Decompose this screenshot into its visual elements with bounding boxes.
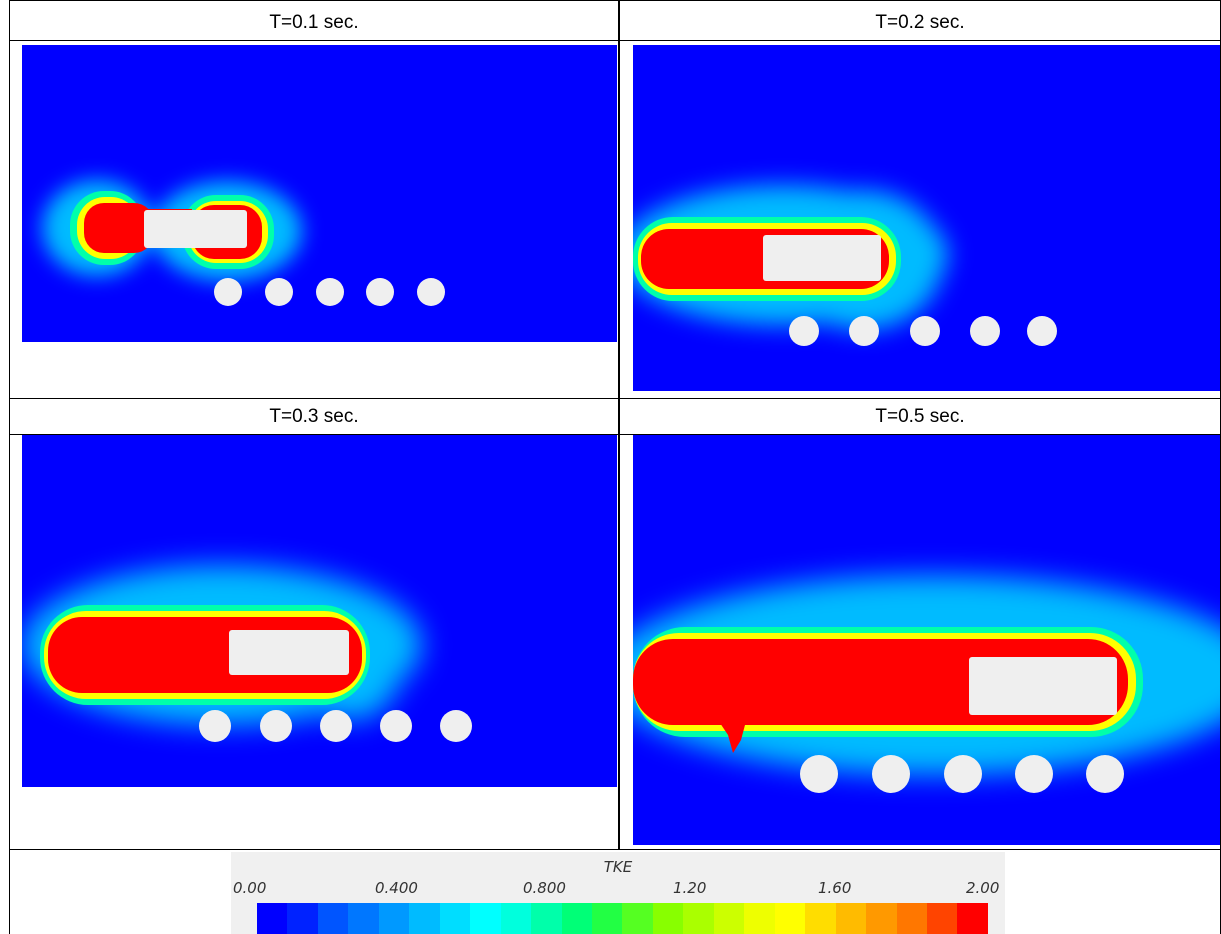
tke-field-plot-3 (22, 435, 617, 787)
colorbar-swatch (835, 903, 867, 934)
colorbar-tick-4: 1.60 (818, 879, 852, 897)
tke-field-plot-2 (633, 45, 1220, 391)
colorbar-swatch (439, 903, 471, 934)
colorbar-swatch (683, 903, 714, 934)
colorbar-swatch (317, 903, 349, 934)
colorbar-title: TKE (603, 858, 633, 876)
colorbar-swatch (348, 903, 379, 934)
colorbar-swatch (591, 903, 623, 934)
colorbar-swatch (744, 903, 775, 934)
colorbar-tick-0: 0.00 (233, 879, 267, 897)
colorbar-swatch (409, 903, 440, 934)
colorbar-swatch (774, 903, 806, 934)
table-border-top (9, 0, 1221, 1)
table-border-row1-bottom (9, 398, 1221, 399)
colorbar-swatch (257, 903, 288, 934)
colorbar-swatch (561, 903, 592, 934)
panel-caption-3: T=0.3 sec. (269, 406, 359, 427)
colorbar-swatch (866, 903, 897, 934)
tke-field-plot-4 (633, 435, 1220, 845)
table-border-middle (618, 0, 620, 850)
colorbar-tick-3: 1.20 (673, 879, 707, 897)
colorbar-tick-5: 2.00 (966, 879, 1000, 897)
panel-caption-4: T=0.5 sec. (875, 406, 965, 427)
table-border-row2-header (9, 434, 1221, 435)
colorbar-tick-1: 0.400 (375, 879, 418, 897)
panel-caption-1: T=0.1 sec. (269, 12, 359, 33)
colorbar-swatch (713, 903, 745, 934)
table-border-row1-header (9, 40, 1221, 41)
table-border-row2-bottom (9, 849, 1221, 850)
colorbar-swatch (500, 903, 532, 934)
colorbar-gradient (257, 903, 988, 934)
colorbar-swatch (652, 903, 684, 934)
colorbar-swatch (531, 903, 562, 934)
colorbar-swatch (287, 903, 318, 934)
colorbar-swatch (896, 903, 927, 934)
colorbar-swatch (805, 903, 836, 934)
tke-field-plot-1 (22, 45, 617, 342)
colorbar-swatch (926, 903, 958, 934)
colorbar-tick-2: 0.800 (523, 879, 566, 897)
colorbar-swatch (957, 903, 988, 934)
table-border-left (9, 0, 10, 934)
colorbar-swatch (470, 903, 501, 934)
panel-caption-2: T=0.2 sec. (875, 12, 965, 33)
colorbar-swatch (622, 903, 653, 934)
colorbar-swatch (378, 903, 410, 934)
tke-colorbar: TKE 0.00 0.400 0.800 1.20 1.60 2.00 (231, 852, 1005, 934)
